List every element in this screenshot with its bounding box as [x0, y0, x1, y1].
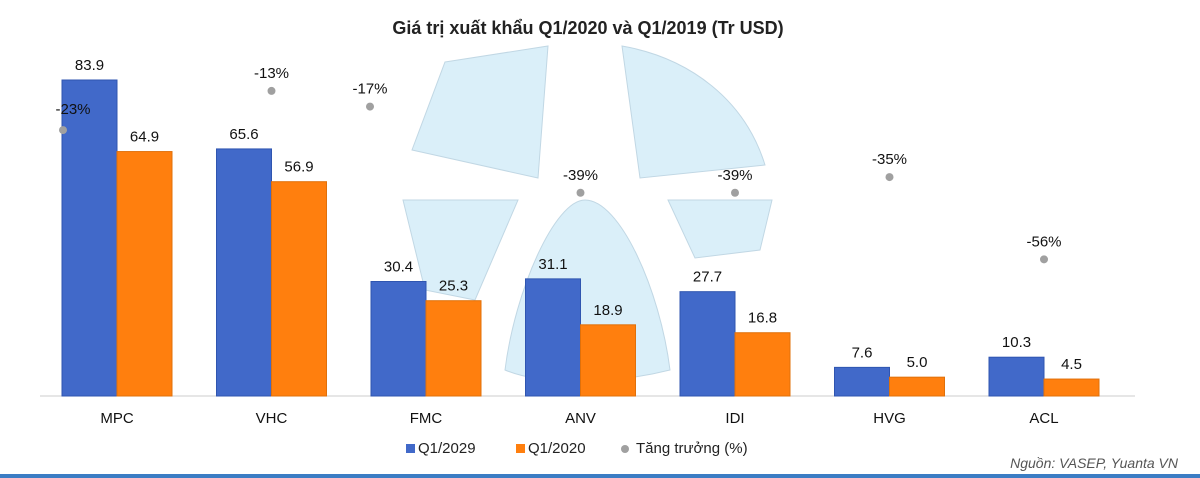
category-label-fmc: FMC — [410, 410, 443, 427]
bar-acl-series-0 — [988, 356, 1045, 397]
bar-idi-series-0 — [679, 291, 736, 397]
growth-point-hvg — [885, 173, 894, 182]
growth-label-vhc: -13% — [254, 65, 289, 82]
bar-vhc-series-0 — [216, 148, 272, 397]
data-label-idi-series-1: 16.8 — [748, 310, 777, 327]
bar-hvg-series-0 — [834, 366, 890, 397]
data-label-anv-series-1: 18.9 — [593, 302, 622, 319]
bar-anv-series-1 — [580, 324, 636, 397]
legend-swatch-q1-2020 — [516, 444, 525, 453]
bottom-rule — [0, 474, 1200, 478]
legend-swatch-q1-2029 — [406, 444, 415, 453]
data-label-fmc-series-1: 25.3 — [439, 278, 468, 295]
data-label-vhc-series-1: 56.9 — [284, 159, 313, 176]
data-label-mpc-series-0: 83.9 — [75, 57, 104, 74]
data-label-acl-series-0: 10.3 — [1002, 334, 1031, 351]
data-label-hvg-series-1: 5.0 — [907, 354, 928, 371]
bar-anv-series-0 — [525, 278, 581, 397]
data-label-idi-series-0: 27.7 — [693, 269, 722, 286]
source-note: Nguồn: VASEP, Yuanta VN — [1010, 455, 1179, 471]
bar-vhc-series-1 — [271, 181, 327, 397]
legend-label-q1-2020: Q1/2020 — [528, 440, 586, 457]
data-label-fmc-series-0: 30.4 — [384, 259, 413, 276]
growth-point-acl — [1040, 255, 1048, 264]
legend-label-growth: Tăng trưởng (%) — [636, 440, 748, 457]
bar-fmc-series-0 — [370, 281, 427, 397]
legend: Q1/2029 Q1/2020 Tăng trưởng (%) — [406, 440, 748, 457]
bar-acl-series-1 — [1043, 378, 1100, 397]
growth-label-hvg: -35% — [872, 151, 907, 168]
bar-hvg-series-1 — [889, 376, 945, 397]
category-label-vhc: VHC — [256, 410, 288, 427]
bar-mpc-series-0 — [61, 79, 118, 397]
growth-point-anv — [576, 188, 585, 197]
category-label-hvg: HVG — [873, 410, 906, 427]
data-label-anv-series-0: 31.1 — [538, 256, 567, 273]
growth-label-fmc: -17% — [352, 81, 387, 98]
category-labels: MPC VHC FMC ANV IDI HVG ACL — [100, 410, 1058, 427]
labels-layer: 83.9 64.9 65.6 56.9 30.4 25.3 31.1 18.9 27.7 16.8… — [75, 57, 1082, 373]
category-label-idi: IDI — [725, 410, 744, 427]
legend-label-q1-2029: Q1/2029 — [418, 440, 476, 457]
growth-label-mpc: -23% — [55, 101, 90, 118]
bar-idi-series-1 — [734, 332, 791, 397]
bar-fmc-series-1 — [425, 300, 482, 397]
growth-point-idi — [731, 188, 739, 197]
category-label-acl: ACL — [1029, 410, 1058, 427]
growth-label-acl: -56% — [1026, 233, 1061, 250]
growth-layer: -23% -13% -17% -39% -39% -35% -56% — [55, 65, 1062, 264]
growth-label-idi: -39% — [717, 167, 752, 184]
growth-point-fmc — [366, 102, 374, 111]
bar-mpc-series-1 — [116, 151, 173, 397]
data-label-vhc-series-0: 65.6 — [229, 126, 258, 143]
bars-layer — [61, 79, 1100, 397]
data-label-mpc-series-1: 64.9 — [130, 129, 159, 146]
growth-point-vhc — [267, 86, 276, 95]
legend-swatch-growth — [621, 445, 629, 453]
category-label-mpc: MPC — [100, 410, 134, 427]
growth-point-mpc — [59, 126, 67, 135]
data-label-acl-series-1: 4.5 — [1061, 356, 1082, 373]
chart-title: Giá trị xuất khẩu Q1/2020 và Q1/2019 (Tr… — [392, 18, 783, 38]
growth-label-anv: -39% — [563, 167, 598, 184]
category-label-anv: ANV — [565, 410, 596, 427]
data-label-hvg-series-0: 7.6 — [852, 344, 873, 361]
